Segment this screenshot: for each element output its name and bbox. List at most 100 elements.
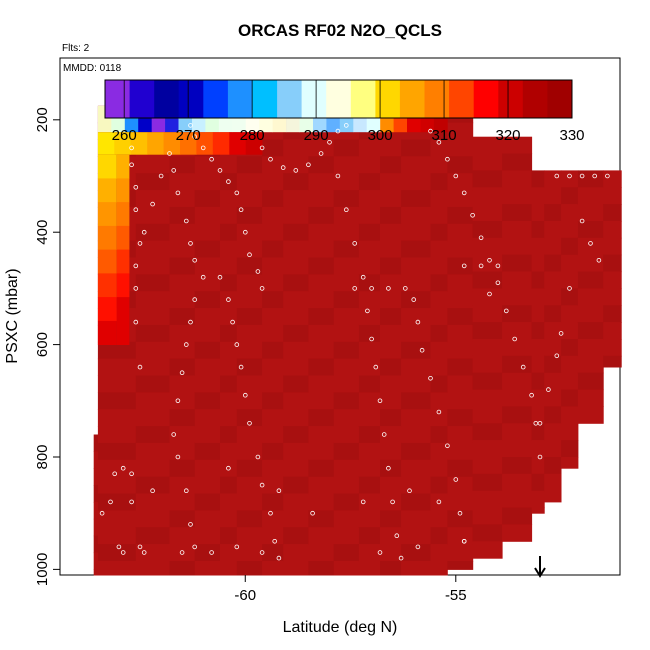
heatmap-cell [531, 406, 545, 424]
track-point [503, 308, 509, 314]
heatmap-cell [561, 372, 579, 391]
heatmap-cell [603, 204, 622, 222]
heatmap-cell [236, 442, 263, 461]
heatmap-cell [283, 375, 309, 393]
track-point [495, 280, 501, 286]
heatmap-cell [236, 156, 263, 174]
track-point [200, 145, 206, 151]
heatmap-cell [194, 459, 221, 478]
track-point [120, 465, 126, 471]
colorbar-tick-label: 310 [432, 127, 457, 144]
heatmap-cell [401, 392, 432, 410]
heatmap-cell [93, 434, 99, 452]
heatmap-cell [262, 375, 284, 393]
heatmap-cell [194, 190, 221, 208]
heatmap-cell [358, 358, 381, 376]
colorbar-segment [326, 80, 352, 118]
heatmap-cell [358, 561, 381, 576]
heatmap-cell [358, 223, 381, 242]
heatmap-cell [333, 206, 360, 225]
heatmap-cell [358, 375, 381, 393]
heatmap-cell [544, 440, 562, 458]
heatmap-cell [380, 510, 402, 528]
heatmap-cell [236, 459, 263, 478]
heatmap-cell [333, 561, 360, 576]
heatmap-cell [603, 254, 622, 273]
heatmap-cell [283, 426, 309, 444]
heatmap-cell [531, 490, 545, 509]
heatmap-cell [447, 206, 474, 225]
heatmap-cell [220, 476, 238, 495]
heatmap-cell [220, 291, 238, 309]
heatmap-cell [169, 426, 196, 444]
heatmap-cell [283, 257, 309, 275]
heatmap-cell [262, 459, 284, 478]
heatmap-cell [220, 426, 238, 444]
track-point [167, 151, 172, 156]
track-point [217, 274, 223, 280]
heatmap-cell [430, 358, 448, 376]
heatmap-cell [308, 173, 335, 191]
colorbar-segment [375, 80, 401, 118]
heatmap-cell [236, 173, 263, 191]
track-point [343, 207, 349, 213]
track-point [238, 364, 244, 370]
heatmap-cell [135, 324, 170, 343]
track-point [243, 229, 248, 235]
heatmap-cell [220, 442, 238, 461]
heatmap-cell [447, 308, 474, 326]
track-point [259, 286, 265, 291]
heatmap-cell [502, 153, 533, 171]
heatmap-cell [283, 510, 309, 528]
heatmap-cell [308, 190, 335, 208]
heatmap-cell [472, 490, 503, 509]
heatmap-cell [447, 544, 474, 562]
heatmap-cell [531, 507, 545, 514]
track-point [175, 190, 181, 196]
track-point [141, 550, 147, 555]
heatmap-cell [169, 156, 196, 174]
track-point [150, 488, 155, 494]
heatmap-cell [502, 339, 533, 357]
heatmap-cell [262, 409, 284, 427]
heatmap-cell [135, 510, 170, 528]
heatmap-cell [401, 459, 432, 478]
colorbar-segment [449, 80, 475, 118]
heatmap-cell [262, 358, 284, 376]
track-point [428, 375, 433, 381]
heatmap-cell [472, 339, 503, 357]
track-point [390, 499, 395, 505]
colorbar-segment [227, 80, 253, 118]
heatmap-cell [333, 510, 360, 528]
heatmap-cell [358, 409, 381, 427]
heatmap-cell [544, 406, 562, 424]
heatmap-cell [308, 442, 335, 461]
heatmap-cell [472, 541, 503, 559]
heatmap-cell [544, 204, 562, 222]
heatmap-cell [194, 223, 221, 242]
heatmap-cell [262, 173, 284, 191]
y-axis-label: PSXC (mbar) [4, 268, 21, 363]
colorbar-segment [399, 80, 425, 118]
heatmap-cell [502, 372, 533, 391]
heatmap-cell [169, 274, 196, 292]
heatmap-cell [283, 139, 309, 157]
heatmap-cell [544, 473, 562, 492]
heatmap-cell [220, 493, 238, 511]
heatmap-cell [262, 442, 284, 461]
heatmap-cell [561, 187, 579, 205]
x-axis-label: Latitude (deg N) [283, 619, 398, 636]
heatmap-cell [135, 274, 170, 292]
heatmap-cell [502, 187, 533, 205]
heatmap-cell [236, 409, 263, 427]
heatmap-cell [603, 305, 622, 323]
heatmap-cell [561, 406, 579, 424]
heatmap-cell [577, 288, 604, 306]
heatmap-cell [194, 206, 221, 225]
heatmap-cell [358, 190, 381, 208]
heatmap-cell [194, 561, 221, 576]
heatmap-cell [194, 544, 221, 562]
heatmap-cell [472, 288, 503, 306]
heatmap-cell [358, 156, 381, 174]
heatmap-cell [472, 406, 503, 424]
